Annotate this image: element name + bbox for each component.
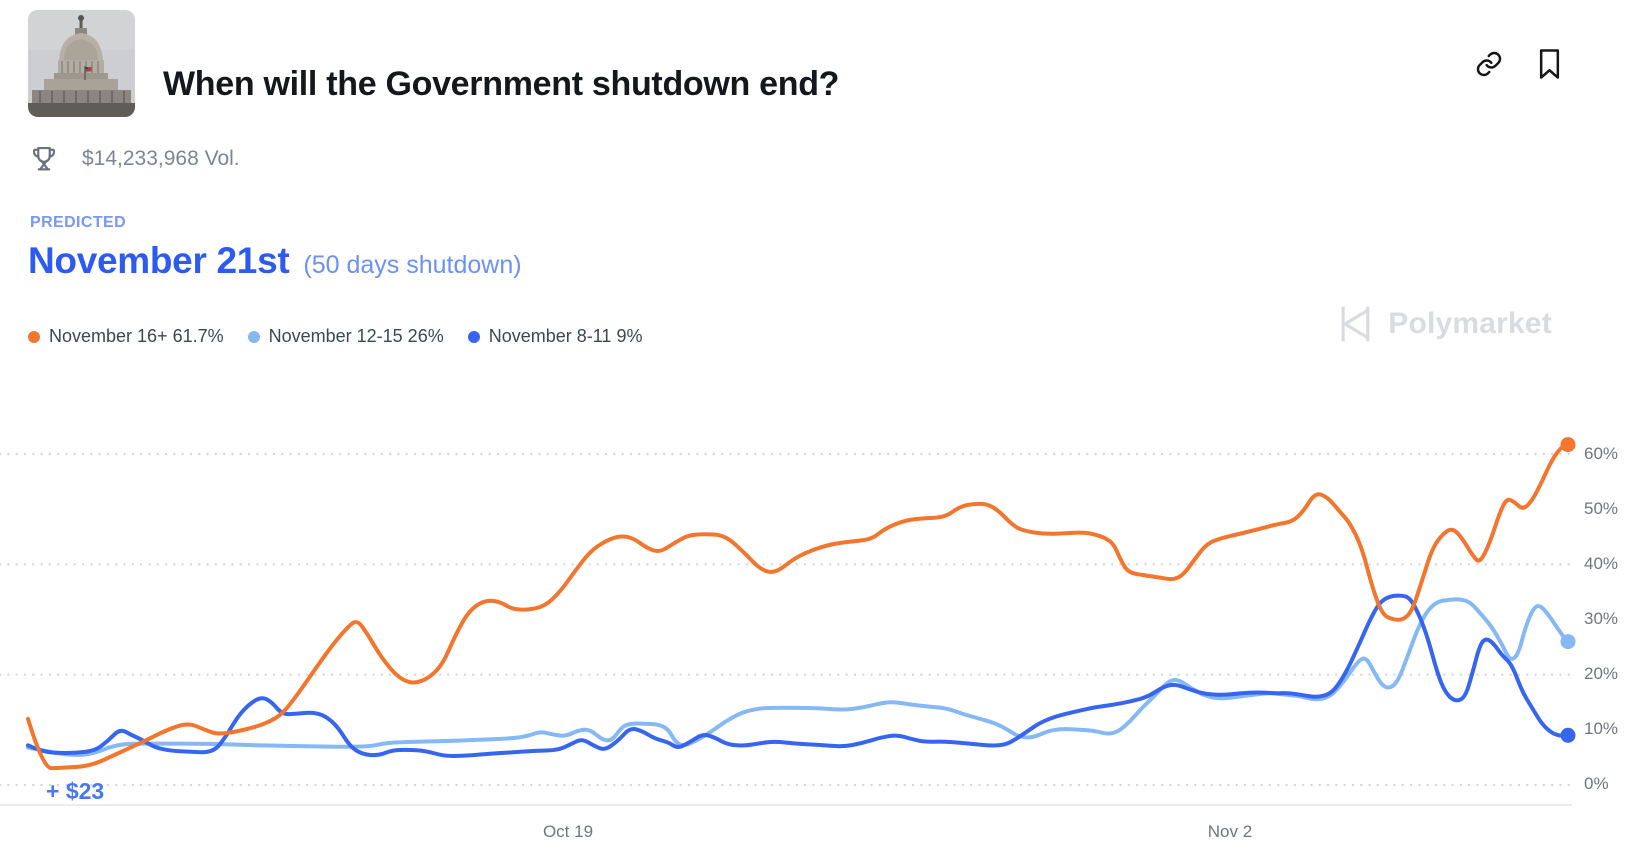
polymarket-watermark-text: Polymarket xyxy=(1388,307,1552,340)
legend-item-november-12-15: November 12-15 26% xyxy=(247,326,444,347)
series-endpoint-november-12-15 xyxy=(1560,634,1576,650)
y-tick-50: 50% xyxy=(1584,499,1619,518)
series-endpoint-november-16- xyxy=(1560,437,1576,453)
x-tick-nov-2: Nov 2 xyxy=(1207,822,1253,841)
volume-row: $14,233,968 Vol. xyxy=(30,144,240,174)
legend-label: November 12-15 26% xyxy=(268,326,444,346)
bookmark-icon xyxy=(1539,49,1559,79)
trophy-icon xyxy=(32,146,56,171)
series-line-november-12-15 xyxy=(26,597,1570,757)
polymarket-logo-icon xyxy=(1341,306,1370,342)
legend-item-november-8-11: November 8-11 9% xyxy=(467,326,643,347)
predicted-row: November 21st (50 days shutdown) xyxy=(28,240,522,282)
series-line-november-16- xyxy=(26,442,1570,771)
capitol-building-illustration xyxy=(28,10,135,117)
volume-text: $14,233,968 Vol. xyxy=(82,147,240,170)
chart-legend: November 16+ 61.7% November 12-15 26% No… xyxy=(28,326,642,347)
bookmark-button[interactable] xyxy=(1534,47,1564,81)
pnl-annotation: + $23 xyxy=(46,778,105,804)
legend-dot-orange xyxy=(28,330,40,343)
legend-item-november-16plus: November 16+ 61.7% xyxy=(28,326,224,347)
legend-label: November 16+ 61.7% xyxy=(49,326,224,346)
legend-dot-blue xyxy=(467,330,480,343)
y-tick-60: 60% xyxy=(1584,444,1619,463)
link-icon xyxy=(1476,51,1502,77)
y-tick-10: 10% xyxy=(1584,719,1619,738)
legend-label: November 8-11 9% xyxy=(488,326,643,346)
y-tick-40: 40% xyxy=(1584,554,1619,573)
predicted-value: November 21st xyxy=(28,240,290,281)
y-tick-20: 20% xyxy=(1584,664,1619,683)
predicted-label: PREDICTED xyxy=(30,214,127,231)
market-avatar-capitol-image xyxy=(28,10,135,117)
page-title: When will the Government shutdown end? xyxy=(163,64,840,103)
x-tick-oct-19: Oct 19 xyxy=(542,822,594,841)
y-tick-30: 30% xyxy=(1584,609,1619,628)
legend-dot-light-blue xyxy=(247,330,260,343)
header-actions xyxy=(1474,47,1564,81)
polymarket-watermark: Polymarket xyxy=(1334,303,1552,345)
series-endpoint-november-8-11 xyxy=(1560,727,1576,743)
copy-link-button[interactable] xyxy=(1474,47,1504,81)
series-line-november-8-11 xyxy=(26,593,1570,759)
y-tick-0: 0% xyxy=(1584,774,1609,793)
predicted-annotation: (50 days shutdown) xyxy=(303,251,522,279)
